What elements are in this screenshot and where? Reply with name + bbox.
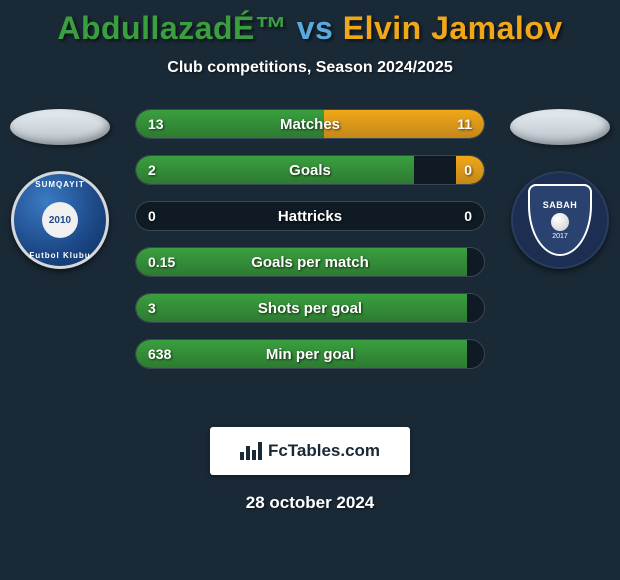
- stat-label: Matches: [136, 116, 484, 133]
- shield-ball-icon: [551, 213, 569, 231]
- brand-logo-text: FcTables.com: [268, 441, 380, 461]
- stats-container: 13Matches112Goals00Hattricks00.15Goals p…: [135, 109, 485, 385]
- player-left-column: SUMQAYIT 2010 Futbol Klubu: [0, 109, 120, 269]
- brand-logo: FcTables.com: [210, 427, 410, 475]
- stat-label: Min per goal: [136, 346, 484, 363]
- stat-row: 13Matches11: [135, 109, 485, 139]
- stat-label: Goals per match: [136, 254, 484, 271]
- stat-value-right: 11: [457, 116, 472, 132]
- club-badge-right: SABAH 2017: [511, 171, 609, 269]
- badge-left-bottom-text: Futbol Klubu: [14, 251, 106, 260]
- comparison-title: AbdullazadÉ™ vs Elvin Jamalov: [0, 0, 620, 47]
- shield-icon: SABAH 2017: [528, 184, 592, 256]
- player2-name: Elvin Jamalov: [343, 10, 563, 46]
- stat-label: Goals: [136, 162, 484, 179]
- shield-text: SABAH: [543, 200, 578, 210]
- brand-logo-icon: [240, 442, 262, 460]
- player1-name: AbdullazadÉ™: [57, 10, 287, 46]
- player-right-avatar-placeholder: [510, 109, 610, 145]
- stat-value-right: 0: [464, 162, 472, 178]
- badge-left-year: 2010: [42, 202, 78, 238]
- shield-year: 2017: [552, 233, 568, 240]
- player-left-avatar-placeholder: [10, 109, 110, 145]
- player-right-column: SABAH 2017: [500, 109, 620, 269]
- comparison-area: SUMQAYIT 2010 Futbol Klubu SABAH 2017 13…: [0, 109, 620, 409]
- stat-value-right: 0: [464, 208, 472, 224]
- stat-row: 0.15Goals per match: [135, 247, 485, 277]
- stat-label: Hattricks: [136, 208, 484, 225]
- stat-label: Shots per goal: [136, 300, 484, 317]
- stat-row: 3Shots per goal: [135, 293, 485, 323]
- club-badge-left: SUMQAYIT 2010 Futbol Klubu: [11, 171, 109, 269]
- badge-left-top-text: SUMQAYIT: [14, 180, 106, 189]
- stat-row: 2Goals0: [135, 155, 485, 185]
- stat-row: 638Min per goal: [135, 339, 485, 369]
- subtitle: Club competitions, Season 2024/2025: [0, 59, 620, 77]
- vs-text: vs: [297, 10, 334, 46]
- date-text: 28 october 2024: [0, 493, 620, 513]
- stat-row: 0Hattricks0: [135, 201, 485, 231]
